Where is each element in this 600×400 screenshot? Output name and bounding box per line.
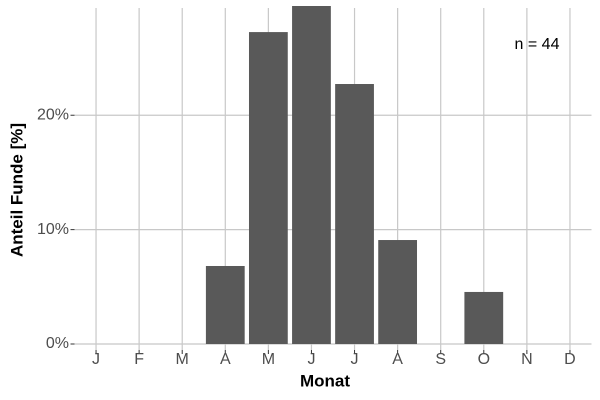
x-tick-label: M (262, 351, 275, 368)
y-axis-title: Anteil Funde [%] (7, 123, 26, 257)
x-tick-label: O (478, 351, 490, 368)
x-tick-label: N (521, 351, 533, 368)
x-axis-title: Monat (300, 371, 350, 390)
bar (292, 6, 331, 344)
bar (248, 32, 288, 344)
y-tick-label: 20% (37, 106, 69, 123)
bar (464, 291, 504, 344)
bar (205, 265, 245, 344)
annotation: n = 44 (515, 36, 560, 53)
x-tick-label: M (176, 351, 189, 368)
x-tick-label: D (564, 351, 576, 368)
bar (335, 84, 374, 345)
bar (378, 240, 418, 344)
x-tick-label: J (92, 351, 100, 368)
grid-layer (74, 8, 592, 350)
x-tick-label: S (435, 351, 446, 368)
y-tick-label: 0% (46, 335, 69, 352)
x-tick-label: A (392, 351, 403, 368)
x-tick-label: F (134, 351, 144, 368)
x-tick-label: J (307, 351, 315, 368)
x-tick-label: A (220, 351, 231, 368)
y-tick-label: 10% (37, 221, 69, 238)
x-tick-label: J (351, 351, 359, 368)
